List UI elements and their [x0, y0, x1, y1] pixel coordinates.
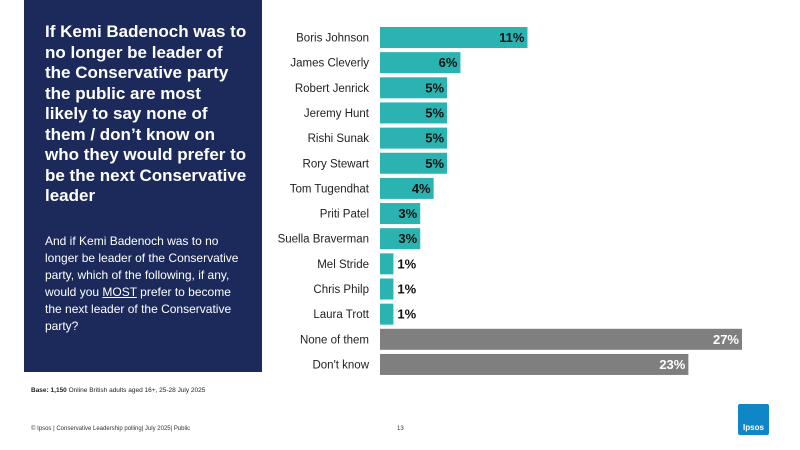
bar [380, 77, 448, 99]
value-label: 5% [425, 156, 444, 171]
bar [380, 353, 689, 375]
bar [380, 253, 394, 275]
bar [380, 152, 448, 174]
category-label: None of them [300, 334, 369, 346]
bar [380, 303, 394, 325]
question-text-after: prefer to become the next leader of the … [45, 284, 232, 333]
bar [380, 52, 461, 74]
value-label: 3% [398, 206, 417, 221]
base-note: Base: 1,150 Online British adults aged 1… [31, 387, 205, 394]
category-label: Rory Stewart [303, 158, 370, 170]
question-emphasis: MOST [102, 284, 137, 299]
value-label: 1% [397, 282, 416, 297]
bar [380, 102, 448, 124]
category-label: Mel Stride [317, 259, 369, 271]
value-label: 1% [397, 307, 416, 322]
value-label: 4% [412, 181, 431, 196]
category-label: Don't know [312, 359, 369, 371]
base-count: 1,150 [50, 387, 67, 394]
bar [380, 203, 421, 225]
value-label: 11% [499, 30, 525, 45]
question-text-before: And if Kemi Badenoch was to no longer be… [45, 233, 239, 299]
question-panel: If Kemi Badenoch was to no longer be lea… [24, 0, 262, 372]
value-label: 1% [397, 256, 416, 271]
value-label: 5% [425, 105, 444, 120]
bar [380, 27, 528, 48]
category-label: Laura Trott [313, 309, 369, 321]
category-label: Jeremy Hunt [304, 108, 370, 120]
ipsos-logo-icon: Ipsos [738, 404, 769, 435]
bar-chart: Boris Johnson 11% James Cleverly 6% Robert J… [278, 27, 742, 375]
value-label: 5% [425, 80, 444, 95]
value-label: 6% [439, 55, 458, 70]
category-label: Boris Johnson [296, 33, 369, 45]
value-label: 27% [713, 332, 739, 347]
bars-group: Boris Johnson 11% James Cleverly 6% Robert J… [278, 27, 742, 375]
category-label: Tom Tugendhat [290, 183, 370, 195]
panel-question: And if Kemi Badenoch was to no longer be… [45, 233, 248, 335]
category-label: Priti Patel [320, 209, 369, 221]
bar [380, 328, 742, 350]
value-label: 5% [425, 131, 444, 146]
category-label: James Cleverly [290, 58, 369, 70]
footer-text: © Ipsos | Conservative Leadership pollin… [31, 426, 191, 432]
page-number: 13 [397, 426, 404, 432]
category-label: Rishi Sunak [308, 133, 370, 145]
value-label: 23% [659, 357, 685, 372]
category-label: Suella Braverman [278, 234, 369, 246]
panel-title: If Kemi Badenoch was to no longer be lea… [45, 22, 247, 205]
base-text: Online British adults aged 16+, 25-28 Ju… [66, 387, 206, 394]
category-label: Chris Philp [313, 284, 369, 296]
value-label: 3% [398, 231, 417, 246]
logo-text: Ipsos [743, 423, 764, 432]
category-label: Robert Jenrick [295, 83, 369, 95]
bar [380, 177, 434, 199]
bar [380, 278, 394, 300]
bar [380, 228, 421, 250]
bar [380, 127, 448, 149]
base-label: Base: [31, 387, 49, 394]
